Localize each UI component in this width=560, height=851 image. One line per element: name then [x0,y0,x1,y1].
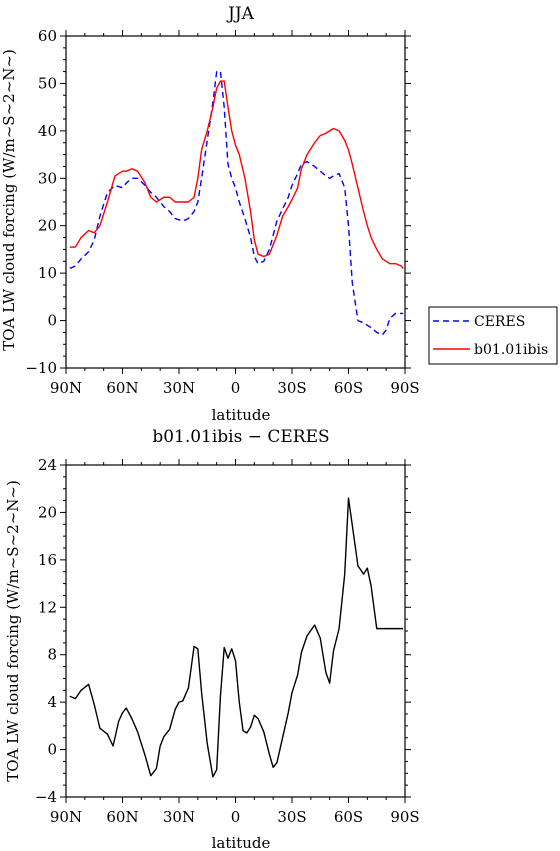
y-tick-label: −10 [25,359,57,377]
y-tick-label: 10 [38,264,57,282]
legend-box [428,306,558,365]
x-axis-top: 90N 60N 30N 0 30S 60S 90S [50,30,420,397]
x-tick-label: 30S [277,808,306,826]
x-axis-label-top: latitude [212,406,271,424]
series-line-b01-01ibis [69,80,404,269]
y-tick-label: 40 [38,122,57,140]
x-tick-label: 90S [390,379,419,397]
legend-label-ceres: CERES [474,314,525,330]
series-line-ceres [69,70,404,336]
y-tick-label: 20 [38,217,57,235]
x-tick-label: 90N [50,808,82,826]
x-axis-label-bottom: latitude [212,834,271,851]
x-tick-label: 30N [163,379,195,397]
x-tick-label: 60N [106,379,138,397]
y-tick-label: 24 [38,456,57,474]
y-tick-label: 50 [38,74,57,92]
y-tick-label: −4 [35,788,57,806]
x-axis-bottom: 90N 60N 30N 0 30S 60S 90S [50,459,420,826]
x-tick-label: 90S [390,808,419,826]
legend-label-b01-01ibis: b01.01ibis [474,342,548,358]
y-axis-top: −10 0 10 20 30 40 50 60 [25,27,411,377]
x-tick-label: 60S [334,379,363,397]
x-tick-label: 90N [50,379,82,397]
x-tick-label: 30N [163,808,195,826]
series-line-bottom-0 [69,497,404,778]
x-tick-label: 0 [231,808,241,826]
series-group-top [69,70,404,336]
x-tick-label: 60S [334,808,363,826]
y-tick-label: 8 [47,646,57,664]
y-axis-label-top: TOA LW cloud forcing (W/m~S~2~N~) [0,49,18,351]
y-axis-label-bottom: TOA LW cloud forcing (W/m~S~2~N~) [4,480,22,782]
x-tick-label: 30S [277,379,306,397]
y-tick-label: 4 [47,693,57,711]
y-axis-bottom: −4 0 4 8 12 16 20 24 [35,456,411,806]
y-tick-label: 30 [38,169,57,187]
series-group-bottom [69,497,404,778]
y-tick-label: 60 [38,27,57,45]
x-tick-label: 0 [231,379,241,397]
chart-bottom: b01.01ibis − CERES −4 0 4 8 12 16 20 24 90N 60N 3… [4,427,420,851]
chart-title-top: JJA [226,4,255,24]
y-tick-label: 20 [38,503,57,521]
legend: CERES b01.01ibis [428,306,558,365]
plot-frame-bottom [65,464,406,798]
chart-top: JJA −10 0 10 20 30 40 50 60 90N 60N 30N 0 30S 60S 90S… [0,4,420,424]
x-tick-label: 60N [106,808,138,826]
chart-title-bottom: b01.01ibis − CERES [152,427,329,447]
y-tick-label: 0 [47,312,57,330]
plot-frame-top [65,35,406,369]
y-tick-label: 0 [47,741,57,759]
y-tick-label: 16 [38,551,57,569]
y-tick-label: 12 [38,598,57,616]
